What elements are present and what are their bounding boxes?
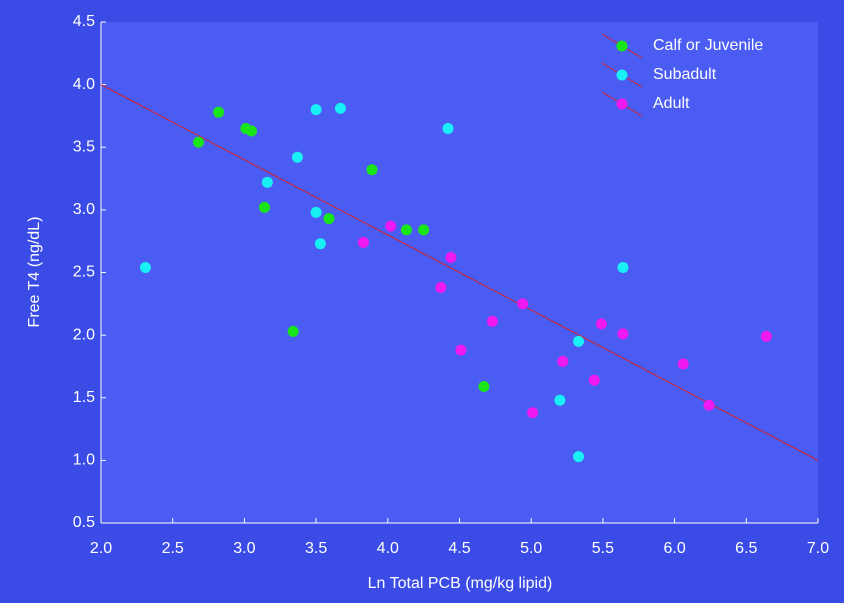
data-point — [517, 298, 529, 310]
data-point — [314, 238, 326, 250]
data-point — [193, 136, 205, 148]
data-point — [677, 358, 689, 370]
data-point — [400, 224, 412, 236]
data-point — [366, 164, 378, 176]
x-tick-label: 4.5 — [448, 540, 470, 557]
data-point — [588, 374, 600, 386]
y-tick-label: 1.5 — [73, 389, 95, 406]
data-point — [455, 344, 467, 356]
legend-label: Calf or Juvenile — [653, 37, 763, 54]
y-axis-label: Free T4 (ng/dL) — [26, 217, 43, 328]
y-tick-label: 0.5 — [73, 514, 95, 531]
x-tick-label: 7.0 — [807, 540, 829, 557]
legend-marker — [616, 69, 628, 81]
x-axis-label: Ln Total PCB (mg/kg lipid) — [368, 575, 553, 592]
data-point — [310, 104, 322, 116]
data-point — [213, 106, 225, 118]
legend-label: Subadult — [653, 66, 717, 83]
data-point — [486, 315, 498, 327]
data-point — [418, 224, 430, 236]
x-tick-label: 4.0 — [377, 540, 399, 557]
data-point — [703, 399, 715, 411]
data-point — [385, 220, 397, 232]
data-point — [445, 251, 457, 263]
x-tick-label: 6.5 — [735, 540, 757, 557]
trend-line — [100, 84, 819, 461]
data-point — [258, 201, 270, 213]
y-tick-label: 4.5 — [73, 13, 95, 30]
x-tick-label: 2.5 — [162, 540, 184, 557]
data-point — [573, 451, 585, 463]
data-point — [287, 325, 299, 337]
x-tick-label: 2.0 — [90, 540, 112, 557]
data-point — [617, 261, 629, 273]
legend-label: Adult — [653, 95, 690, 112]
y-tick-label: 4.0 — [73, 76, 95, 93]
data-point — [435, 282, 447, 294]
x-tick-label: 5.0 — [520, 540, 542, 557]
data-point — [442, 122, 454, 134]
y-tick-label: 2.0 — [73, 326, 95, 343]
data-point — [760, 330, 772, 342]
legend-marker — [616, 40, 628, 52]
data-point — [261, 176, 273, 188]
y-tick-label: 3.5 — [73, 138, 95, 155]
data-point — [246, 125, 258, 137]
y-tick-label: 3.0 — [73, 201, 95, 218]
data-point — [323, 213, 335, 225]
data-point — [139, 261, 151, 273]
y-tick-label: 1.0 — [73, 452, 95, 469]
x-tick-label: 3.5 — [305, 540, 327, 557]
data-point — [573, 335, 585, 347]
x-tick-label: 3.0 — [233, 540, 255, 557]
data-point — [291, 151, 303, 163]
data-point — [478, 380, 490, 392]
data-point — [554, 394, 566, 406]
data-point — [617, 328, 629, 340]
data-point — [334, 102, 346, 114]
x-tick-label: 5.5 — [592, 540, 614, 557]
data-point — [527, 407, 539, 419]
x-tick-label: 6.0 — [663, 540, 685, 557]
data-point — [357, 236, 369, 248]
legend-marker — [616, 98, 628, 110]
data-point — [595, 318, 607, 330]
data-point — [310, 206, 322, 218]
data-point — [557, 355, 569, 367]
y-tick-label: 2.5 — [73, 264, 95, 281]
